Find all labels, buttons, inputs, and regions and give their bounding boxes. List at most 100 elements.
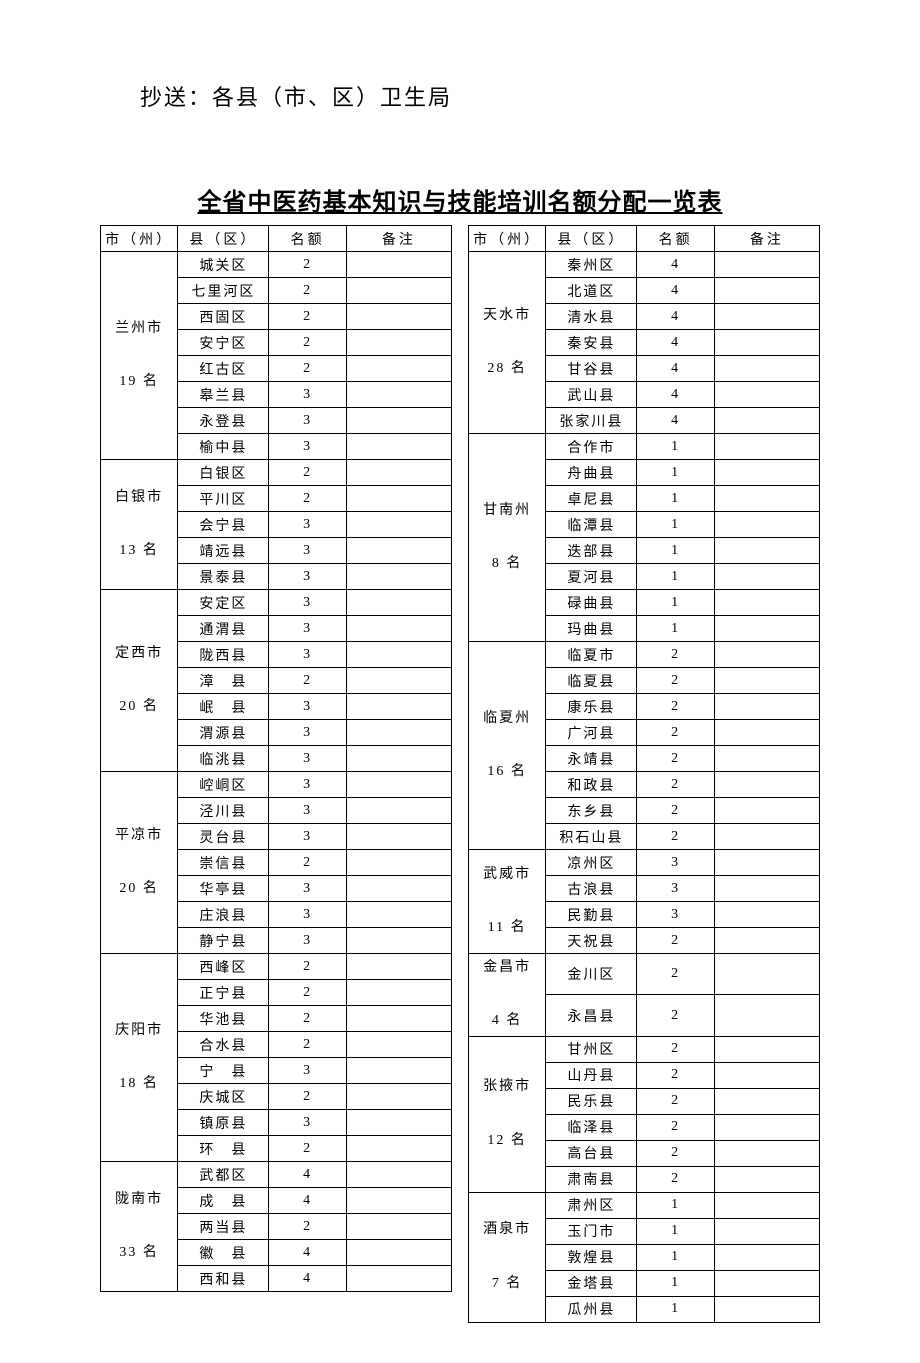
quota-cell: 3 bbox=[637, 876, 714, 902]
county-cell: 临泽县 bbox=[546, 1114, 637, 1140]
note-cell bbox=[714, 1088, 819, 1114]
county-cell: 崆峒区 bbox=[178, 772, 269, 798]
quota-cell: 2 bbox=[637, 772, 714, 798]
quota-cell: 4 bbox=[269, 1266, 346, 1292]
quota-cell: 3 bbox=[269, 616, 346, 642]
note-cell bbox=[714, 798, 819, 824]
header-note: 备注 bbox=[714, 226, 819, 252]
note-cell bbox=[346, 1032, 451, 1058]
county-cell: 西和县 bbox=[178, 1266, 269, 1292]
table-row: 平凉市20 名崆峒区3 bbox=[101, 772, 452, 798]
county-cell: 西固区 bbox=[178, 304, 269, 330]
quota-cell: 1 bbox=[637, 434, 714, 460]
county-cell: 庆城区 bbox=[178, 1084, 269, 1110]
header-county: 县（区） bbox=[178, 226, 269, 252]
quota-cell: 2 bbox=[269, 850, 346, 876]
header-quota: 名额 bbox=[269, 226, 346, 252]
note-cell bbox=[346, 746, 451, 772]
quota-cell: 2 bbox=[637, 642, 714, 668]
county-cell: 七里河区 bbox=[178, 278, 269, 304]
quota-cell: 3 bbox=[269, 746, 346, 772]
county-cell: 陇西县 bbox=[178, 642, 269, 668]
quota-cell: 1 bbox=[637, 590, 714, 616]
quota-cell: 2 bbox=[637, 1114, 714, 1140]
quota-cell: 2 bbox=[637, 928, 714, 954]
county-cell: 民乐县 bbox=[546, 1088, 637, 1114]
quota-cell: 2 bbox=[637, 1166, 714, 1192]
county-cell: 临潭县 bbox=[546, 512, 637, 538]
quota-cell: 3 bbox=[269, 720, 346, 746]
county-cell: 民勤县 bbox=[546, 902, 637, 928]
note-cell bbox=[346, 1006, 451, 1032]
note-cell bbox=[346, 642, 451, 668]
note-cell bbox=[346, 1214, 451, 1240]
county-cell: 肃州区 bbox=[546, 1192, 637, 1218]
county-cell: 静宁县 bbox=[178, 928, 269, 954]
quota-cell: 4 bbox=[637, 356, 714, 382]
note-cell bbox=[346, 668, 451, 694]
quota-cell: 3 bbox=[269, 1110, 346, 1136]
table-row: 武威市11 名凉州区3 bbox=[469, 850, 820, 876]
county-cell: 山丹县 bbox=[546, 1062, 637, 1088]
quota-cell: 3 bbox=[269, 694, 346, 720]
quota-cell: 1 bbox=[637, 460, 714, 486]
note-cell bbox=[346, 772, 451, 798]
right-table-wrap: 市（州）县（区）名额备注天水市28 名秦州区4北道区4清水县4秦安县4甘谷县4武… bbox=[468, 225, 820, 1323]
note-cell bbox=[346, 1188, 451, 1214]
county-cell: 景泰县 bbox=[178, 564, 269, 590]
quota-cell: 1 bbox=[637, 1244, 714, 1270]
note-cell bbox=[346, 330, 451, 356]
note-cell bbox=[346, 616, 451, 642]
note-cell bbox=[714, 1166, 819, 1192]
note-cell bbox=[346, 408, 451, 434]
table-row: 定西市20 名安定区3 bbox=[101, 590, 452, 616]
note-cell bbox=[714, 954, 819, 995]
note-cell bbox=[714, 642, 819, 668]
note-cell bbox=[346, 460, 451, 486]
county-cell: 两当县 bbox=[178, 1214, 269, 1240]
quota-cell: 2 bbox=[269, 330, 346, 356]
quota-cell: 3 bbox=[269, 564, 346, 590]
quota-cell: 2 bbox=[637, 668, 714, 694]
quota-cell: 2 bbox=[269, 460, 346, 486]
note-cell bbox=[346, 1110, 451, 1136]
quota-cell: 2 bbox=[269, 304, 346, 330]
note-cell bbox=[714, 1140, 819, 1166]
note-cell bbox=[346, 824, 451, 850]
quota-cell: 1 bbox=[637, 538, 714, 564]
table-row: 陇南市33 名武都区4 bbox=[101, 1162, 452, 1188]
county-cell: 夏河县 bbox=[546, 564, 637, 590]
county-cell: 积石山县 bbox=[546, 824, 637, 850]
county-cell: 华亭县 bbox=[178, 876, 269, 902]
quota-cell: 3 bbox=[269, 798, 346, 824]
quota-cell: 2 bbox=[637, 798, 714, 824]
note-cell bbox=[714, 1114, 819, 1140]
county-cell: 泾川县 bbox=[178, 798, 269, 824]
note-cell bbox=[714, 278, 819, 304]
quota-cell: 2 bbox=[269, 1084, 346, 1110]
county-cell: 古浪县 bbox=[546, 876, 637, 902]
county-cell: 玉门市 bbox=[546, 1218, 637, 1244]
county-cell: 城关区 bbox=[178, 252, 269, 278]
note-cell bbox=[346, 590, 451, 616]
note-cell bbox=[714, 486, 819, 512]
quota-cell: 4 bbox=[637, 304, 714, 330]
county-cell: 皋兰县 bbox=[178, 382, 269, 408]
header-county: 县（区） bbox=[546, 226, 637, 252]
table-row: 甘南州8 名合作市1 bbox=[469, 434, 820, 460]
note-cell bbox=[714, 460, 819, 486]
county-cell: 白银区 bbox=[178, 460, 269, 486]
note-cell bbox=[346, 902, 451, 928]
county-cell: 碌曲县 bbox=[546, 590, 637, 616]
note-cell bbox=[346, 434, 451, 460]
county-cell: 敦煌县 bbox=[546, 1244, 637, 1270]
quota-cell: 2 bbox=[269, 1006, 346, 1032]
quota-cell: 1 bbox=[637, 1218, 714, 1244]
county-cell: 镇原县 bbox=[178, 1110, 269, 1136]
quota-cell: 2 bbox=[637, 995, 714, 1036]
quota-cell: 3 bbox=[269, 1058, 346, 1084]
note-cell bbox=[714, 850, 819, 876]
quota-cell: 2 bbox=[269, 980, 346, 1006]
quota-cell: 2 bbox=[269, 954, 346, 980]
note-cell bbox=[346, 954, 451, 980]
